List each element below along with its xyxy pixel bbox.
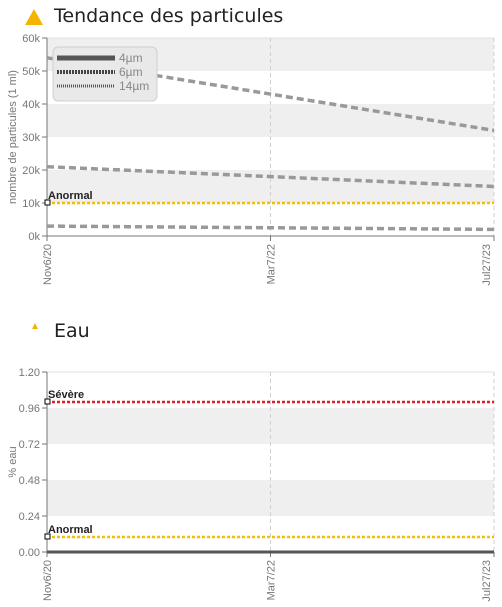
legend-label: 4µm bbox=[119, 51, 143, 65]
y-tick-label: 0.24 bbox=[19, 511, 40, 523]
x-tick-label: Nov6/20 bbox=[42, 244, 54, 285]
threshold-label: Anormal bbox=[48, 190, 93, 202]
warning-icon bbox=[25, 9, 43, 25]
y-axis-label: nombre de particules (1 ml) bbox=[7, 70, 19, 204]
y-tick-label: 0.00 bbox=[19, 547, 40, 559]
x-tick-label: Mar7/22 bbox=[266, 244, 278, 284]
threshold-label: Anormal bbox=[48, 524, 93, 536]
water-chart: 0.00 0.24 0.48 0.72 0.96 1.20 Nov6/20 Mar7/22 Ju… bbox=[7, 367, 495, 602]
threshold-marker bbox=[44, 199, 51, 206]
y-tick-label: 0k bbox=[28, 231, 40, 243]
x-tick-label: Jul27/23 bbox=[481, 560, 493, 602]
legend-label: 6µm bbox=[119, 65, 143, 79]
y-tick-label: 1.20 bbox=[19, 367, 40, 379]
y-tick-label: 60k bbox=[22, 33, 40, 45]
y-tick-label: 0.72 bbox=[19, 439, 40, 451]
series-line bbox=[46, 164, 495, 189]
y-tick-label: 10k bbox=[22, 198, 40, 210]
threshold-marker bbox=[44, 398, 51, 405]
particle-trend-chart: 0k 10k 20k 30k 40k 50k 60k Nov6/20 Mar7/22 Jul27/… bbox=[7, 33, 495, 286]
y-tick-label: 30k bbox=[22, 132, 40, 144]
x-tick-label: Nov6/20 bbox=[42, 560, 54, 601]
y-tick-label: 50k bbox=[22, 66, 40, 78]
y-tick-label: 0.48 bbox=[19, 475, 40, 487]
warning-icon bbox=[32, 323, 38, 329]
threshold-label: Sévère bbox=[48, 389, 84, 401]
y-tick-label: 20k bbox=[22, 165, 40, 177]
water-chart-title: Eau bbox=[54, 320, 90, 342]
series-line bbox=[46, 56, 495, 133]
particle-chart-title: Tendance des particules bbox=[54, 5, 284, 27]
legend-label: 14µm bbox=[119, 79, 149, 93]
threshold-marker bbox=[44, 533, 51, 540]
y-axis-label: % eau bbox=[7, 446, 19, 477]
y-tick-label: 40k bbox=[22, 99, 40, 111]
y-tick-label: 0.96 bbox=[19, 403, 40, 415]
x-tick-label: Jul27/23 bbox=[481, 244, 493, 286]
x-tick-label: Mar7/22 bbox=[266, 560, 278, 600]
series-line bbox=[46, 224, 495, 232]
